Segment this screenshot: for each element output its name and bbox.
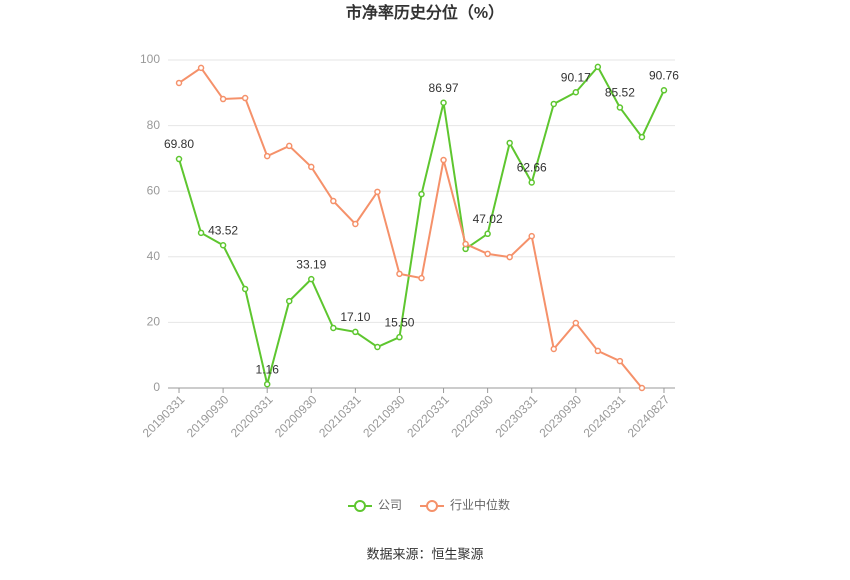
point (352, 220, 359, 228)
x-tick-label: 20230930 (537, 392, 585, 440)
point (241, 94, 249, 102)
point (506, 139, 513, 147)
point (285, 297, 293, 305)
point (462, 240, 469, 248)
point (418, 190, 425, 198)
point (506, 253, 513, 261)
x-tick-label: 20200930 (272, 392, 320, 440)
point (616, 357, 624, 365)
series-line (178, 66, 643, 389)
point (418, 274, 425, 282)
point (638, 384, 646, 392)
data-label: 90.76 (649, 68, 679, 82)
point (219, 95, 227, 103)
point (572, 319, 580, 327)
y-tick-label: 100 (140, 52, 160, 66)
legend-label: 行业中位数 (450, 497, 510, 512)
point (440, 156, 447, 164)
point (175, 155, 183, 163)
data-label: 90.17 (561, 70, 591, 84)
x-tick-label: 20190331 (140, 392, 188, 440)
point (396, 270, 403, 278)
data-label: 62.66 (517, 161, 547, 175)
point (440, 99, 447, 106)
point (396, 333, 403, 341)
point (197, 229, 205, 237)
point (219, 242, 227, 249)
point (484, 250, 491, 258)
chart-title: 市净率历史分位（%） (346, 3, 504, 22)
point (550, 345, 558, 353)
point (374, 343, 381, 351)
y-tick-label: 40 (147, 249, 161, 263)
data-label: 1.16 (256, 362, 280, 376)
data-label: 33.19 (296, 257, 326, 271)
y-tick-label: 80 (147, 118, 161, 132)
legend-marker (426, 500, 439, 512)
x-tick-label: 20240827 (625, 392, 673, 440)
data-label: 69.80 (164, 137, 194, 151)
data-label: 15.50 (384, 315, 414, 329)
x-tick-label: 20210930 (360, 392, 408, 440)
x-tick-label: 20220331 (404, 392, 452, 440)
point (572, 88, 580, 96)
x-tick-label: 20210331 (316, 392, 364, 440)
point (330, 197, 337, 205)
legend-marker (354, 500, 366, 512)
point (308, 275, 315, 283)
point (374, 188, 381, 196)
data-label: 17.10 (340, 310, 370, 324)
point (616, 104, 624, 111)
point (263, 380, 271, 388)
point (197, 64, 205, 72)
y-tick-label: 60 (147, 183, 161, 197)
data-label: 85.52 (605, 86, 635, 100)
data-label: 43.52 (208, 223, 238, 237)
y-tick-label: 20 (147, 315, 161, 329)
x-tick-label: 20240331 (581, 392, 629, 440)
data-label: 47.02 (473, 212, 503, 226)
point (285, 142, 293, 150)
source: 数据来源：恒生聚源 (366, 546, 483, 561)
point (594, 63, 602, 71)
point (484, 230, 491, 238)
point (638, 133, 646, 141)
point (352, 328, 359, 336)
point (528, 232, 535, 240)
x-tick-label: 20200331 (228, 392, 276, 440)
data-label: 86.97 (429, 81, 459, 95)
x-tick-label: 20190930 (184, 392, 232, 440)
point (175, 79, 183, 87)
point (308, 163, 315, 171)
point (550, 100, 558, 108)
point (330, 324, 337, 332)
point (594, 347, 602, 355)
x-tick-label: 20230331 (492, 392, 540, 440)
y-tick-label: 0 (153, 380, 160, 394)
x-tick-label: 20220930 (448, 392, 496, 440)
point (528, 179, 535, 186)
legend-label: 公司 (378, 498, 402, 512)
point (241, 285, 249, 293)
point (660, 87, 668, 94)
point (263, 152, 271, 160)
